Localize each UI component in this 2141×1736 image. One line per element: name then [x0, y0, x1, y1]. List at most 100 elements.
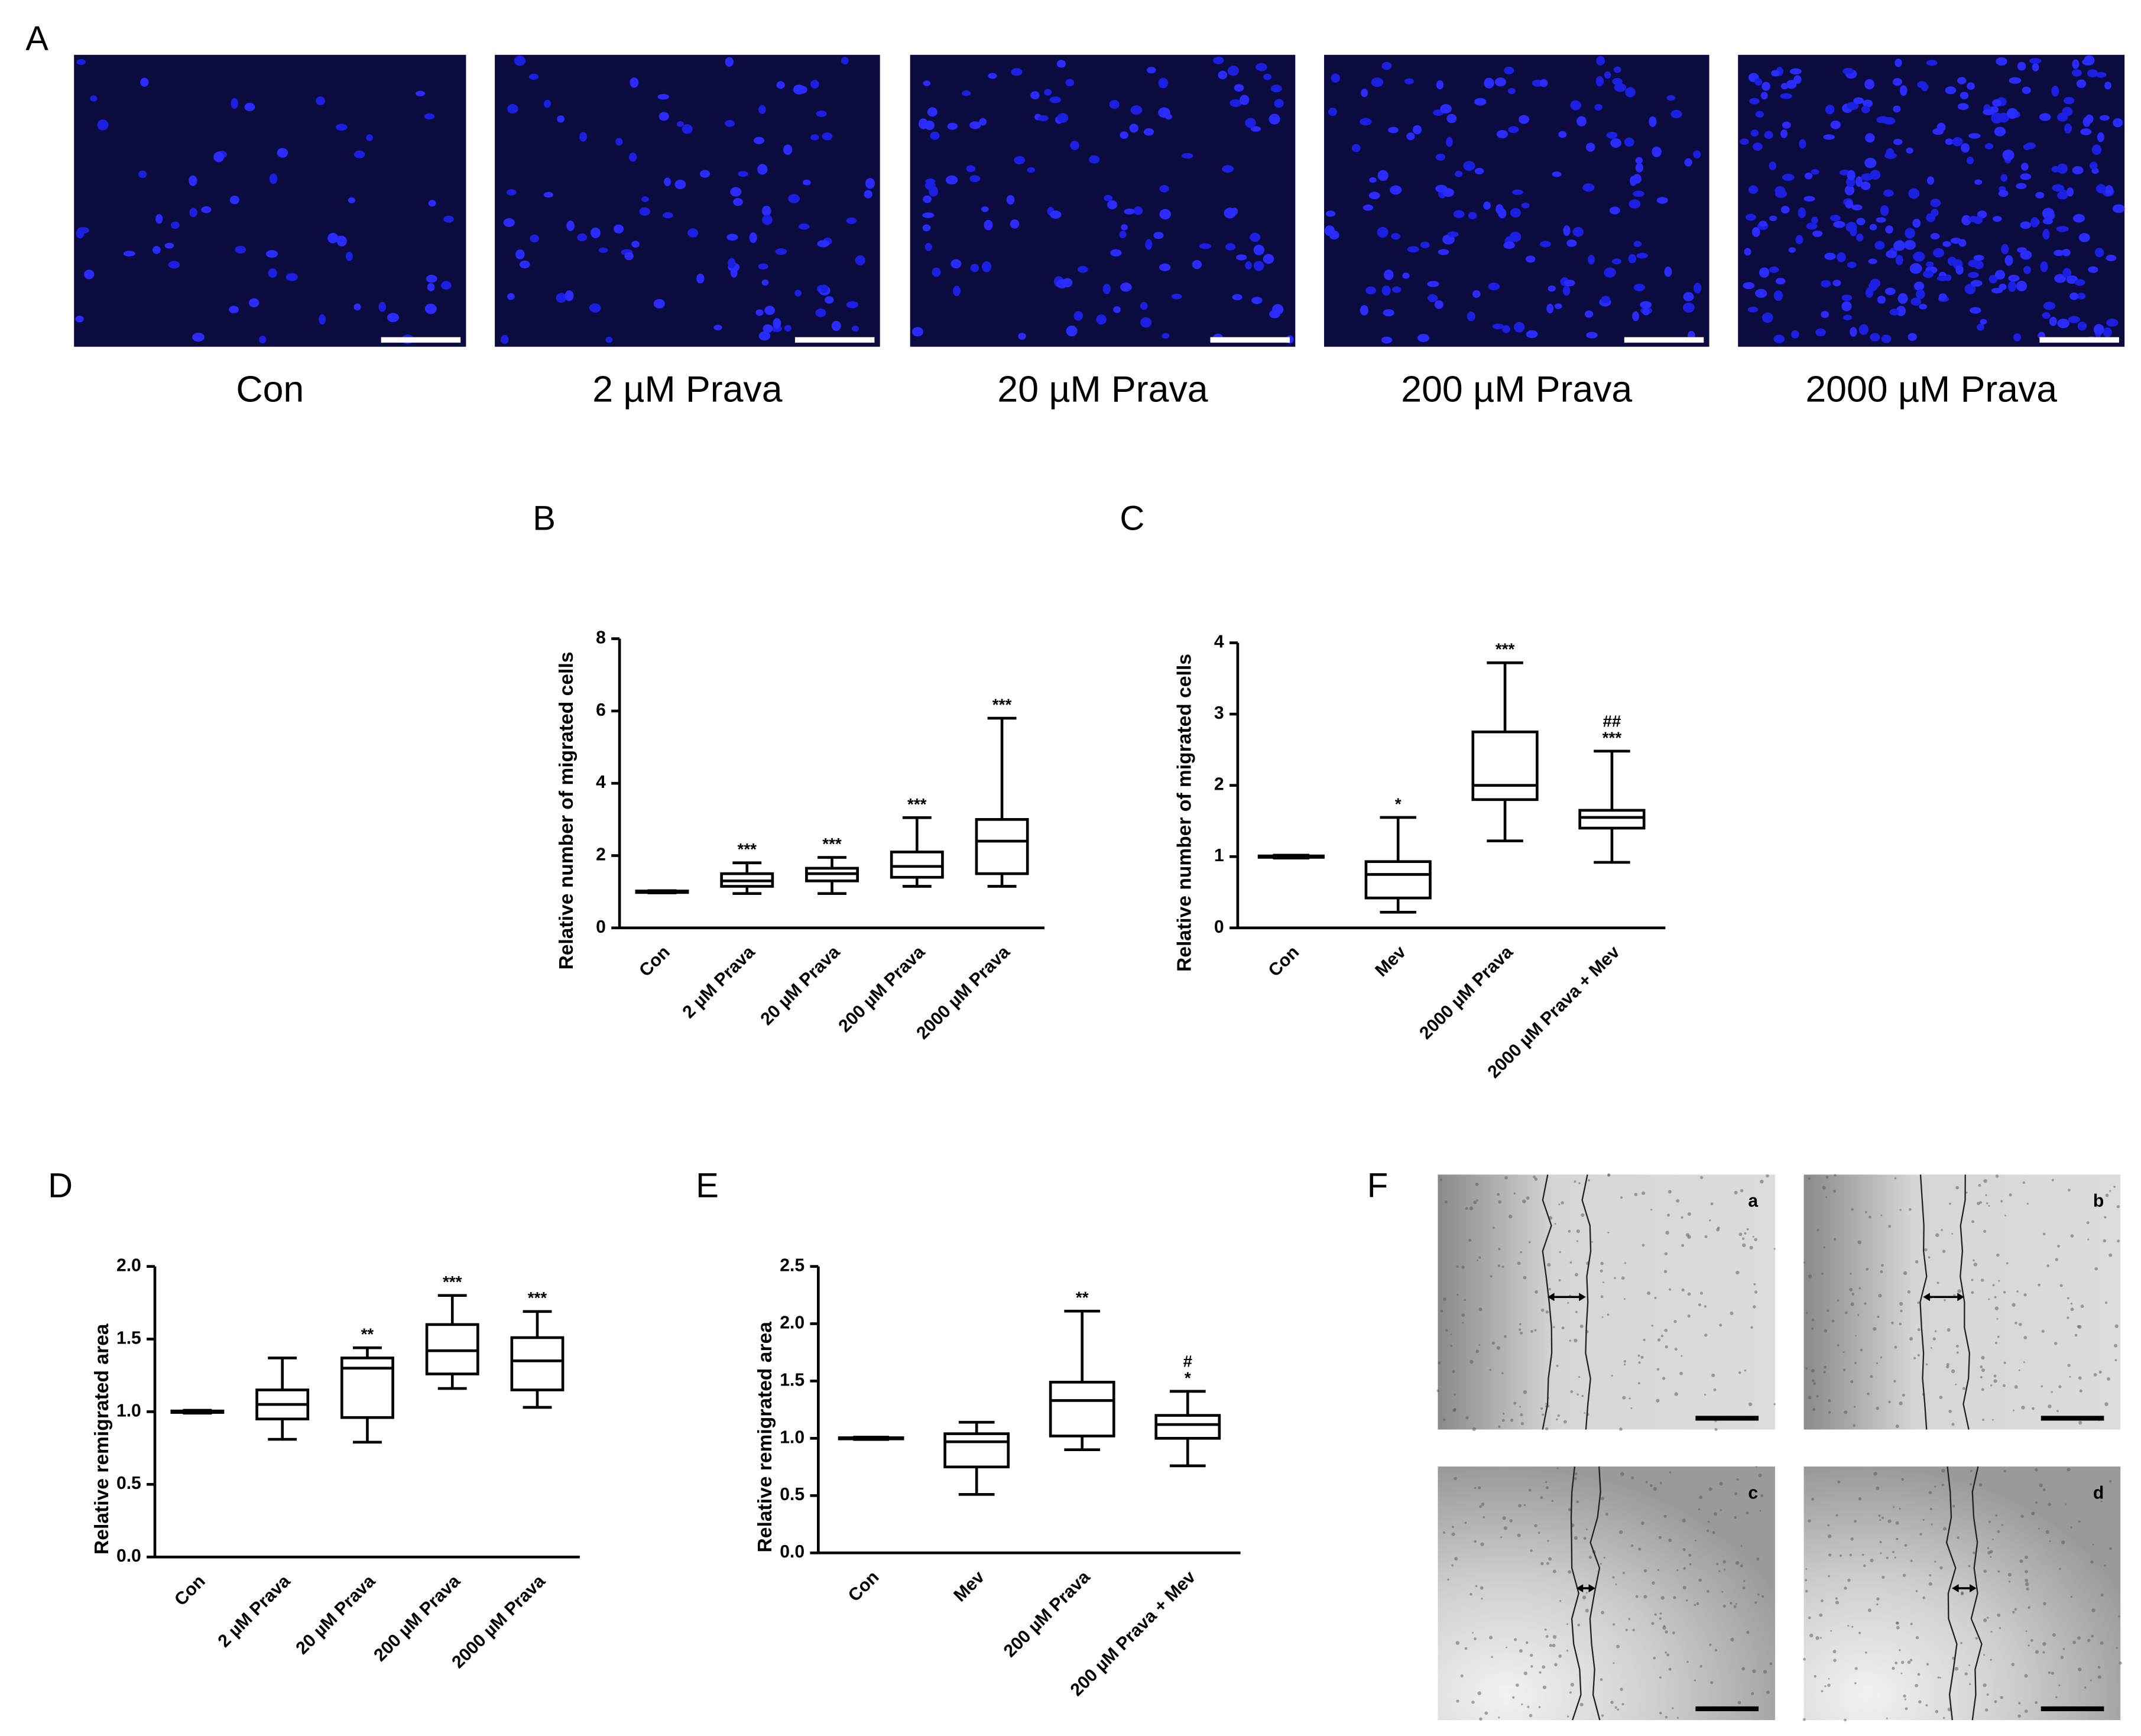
nucleus	[2089, 161, 2098, 170]
nucleus	[1762, 312, 1773, 323]
speckle	[1904, 1698, 1906, 1701]
nucleus	[1973, 255, 1984, 261]
nucleus	[984, 219, 993, 231]
speckle	[2080, 1305, 2084, 1308]
speckle	[1909, 1659, 1913, 1662]
speckle	[1975, 1637, 1978, 1640]
speckle	[2031, 1511, 2035, 1516]
speckle	[1887, 1519, 1892, 1523]
nucleus	[1964, 284, 1976, 294]
nucleus	[1788, 247, 1796, 253]
speckle	[2025, 1630, 2028, 1633]
nucleus	[1371, 77, 1384, 87]
speckle	[1993, 1374, 1997, 1378]
speckle	[1748, 1402, 1753, 1406]
scale-bar	[2039, 337, 2119, 343]
speckle	[2025, 1555, 2028, 1559]
speckle	[1574, 1180, 1576, 1183]
nucleus	[1066, 325, 1078, 337]
speckle	[1931, 1347, 1932, 1349]
speckle	[1707, 1520, 1710, 1523]
speckle	[1454, 1477, 1457, 1481]
arrow-head	[1952, 1584, 1977, 1592]
speckle	[1663, 1514, 1667, 1518]
nucleus	[1899, 85, 1908, 96]
nucleus	[1798, 207, 1806, 219]
nucleus	[1967, 82, 1975, 90]
x-tick-label: 2000 µM Prava	[913, 942, 1014, 1043]
speckle	[1637, 1382, 1640, 1385]
nucleus	[2088, 266, 2098, 273]
nucleus	[2106, 319, 2119, 327]
x-tick-label: Con	[845, 1568, 883, 1606]
speckle	[1824, 1329, 1828, 1333]
y-tick-label: 0	[1214, 917, 1224, 937]
speckle	[1568, 1508, 1572, 1511]
speckle	[1696, 1602, 1699, 1605]
nucleus	[757, 164, 768, 175]
nucleus	[2074, 279, 2085, 286]
speckle	[1858, 1287, 1861, 1290]
speckle	[1447, 1578, 1449, 1581]
speckle	[2108, 1253, 2113, 1257]
speckle	[1502, 1516, 1506, 1520]
speckle	[1450, 1345, 1452, 1347]
speckle	[1722, 1604, 1726, 1608]
speckle	[1951, 1232, 1954, 1235]
nucleus	[962, 90, 971, 96]
speckle	[1559, 1599, 1562, 1602]
nucleus	[2021, 163, 2029, 171]
nucleus	[1609, 206, 1620, 215]
nucleus	[1635, 163, 1644, 173]
speckle	[1964, 1672, 1968, 1676]
speckle	[1985, 1708, 1988, 1712]
nucleus	[1601, 296, 1610, 303]
speckle	[1857, 1240, 1862, 1244]
y-tick-label: 6	[596, 700, 606, 720]
nucleus	[1874, 241, 1885, 250]
nucleus	[1864, 157, 1877, 168]
speckle	[1878, 1514, 1881, 1517]
speckle	[1895, 1424, 1899, 1428]
nucleus	[2113, 118, 2123, 128]
speckle	[1460, 1674, 1464, 1677]
wound-edge	[1960, 1174, 1970, 1430]
nucleus	[84, 270, 95, 280]
speckle	[2041, 1329, 2045, 1333]
speckle	[1811, 1497, 1814, 1501]
nucleus	[2016, 183, 2027, 189]
nucleus	[1740, 138, 1749, 145]
nucleus	[1463, 161, 1475, 171]
nucleus	[1435, 153, 1446, 161]
y-tick-label: 0	[596, 917, 606, 937]
speckle	[1870, 1375, 1873, 1378]
speckle	[2024, 1709, 2028, 1713]
speckle	[1868, 1215, 1871, 1219]
speckle	[1694, 1604, 1696, 1607]
nucleus	[213, 151, 224, 163]
speckle	[1924, 1248, 1928, 1252]
nucleus	[336, 236, 347, 246]
speckle	[2078, 1376, 2082, 1380]
speckle	[1980, 1365, 1983, 1368]
speckle	[1893, 1380, 1896, 1383]
speckle	[1668, 1190, 1672, 1194]
nucleus	[1771, 70, 1780, 77]
significance: ***	[528, 1289, 547, 1307]
speckle	[1614, 1706, 1617, 1709]
nucleus	[2030, 217, 2039, 228]
speckle	[1698, 1303, 1702, 1306]
nucleus	[1363, 205, 1374, 211]
nucleus	[1503, 241, 1515, 249]
speckle	[1651, 1325, 1654, 1327]
speckle	[1955, 1383, 1957, 1385]
speckle	[1630, 1544, 1634, 1547]
nucleus	[2022, 86, 2031, 94]
speckle	[2007, 1573, 2012, 1577]
speckle	[2048, 1404, 2052, 1409]
speckle	[1941, 1468, 1945, 1473]
speckle	[2056, 1410, 2059, 1413]
speckle	[1988, 1520, 1991, 1523]
speckle	[2114, 1359, 2117, 1362]
speckle	[1569, 1691, 1572, 1694]
